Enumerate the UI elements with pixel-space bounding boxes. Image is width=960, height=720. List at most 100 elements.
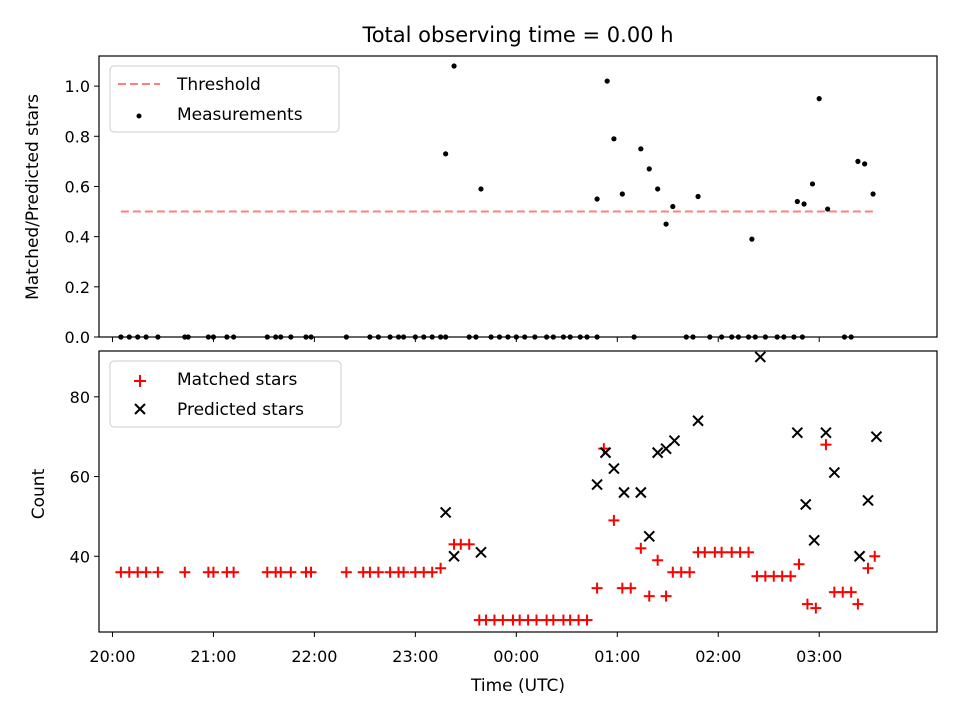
matched-stars-point: [660, 590, 672, 602]
predicted-stars-point: [820, 427, 832, 439]
matched-stars-point: [869, 550, 881, 562]
matched-stars-point: [285, 566, 297, 578]
matched-legend-label: Matched stars: [177, 370, 297, 390]
bottom-x-tick-label: 20:00: [89, 647, 135, 666]
predicted-stars-point: [599, 446, 612, 459]
predicted-stars-point: [475, 546, 487, 558]
matched-stars-point: [340, 566, 352, 578]
top-y-tick-label: 1.0: [65, 77, 90, 96]
measurement-point: [655, 186, 661, 192]
chart-title: Total observing time = 0.00 h: [361, 23, 673, 47]
bottom-x-tick-label: 01:00: [594, 647, 640, 666]
bottom-x-tick-label: 22:00: [291, 647, 337, 666]
measurement-point: [855, 158, 861, 164]
matched-stars-point: [785, 570, 797, 582]
predicted-legend-label: Predicted stars: [177, 400, 304, 420]
measurement-point: [870, 191, 876, 197]
bottom-x-tick-label: 02:00: [695, 647, 741, 666]
matched-stars-point: [625, 582, 637, 594]
matched-stars-point: [398, 566, 410, 578]
measurement-point: [619, 191, 625, 197]
measurement-point: [862, 161, 868, 167]
measurements-legend-label: Measurements: [177, 105, 303, 125]
measurement-point: [816, 96, 822, 102]
matched-stars-point: [643, 590, 655, 602]
top-legend-box: [109, 65, 340, 133]
top-x-ticks: [111, 337, 820, 342]
top-y-tick-label: 0.6: [65, 177, 90, 196]
bottom-panel: 40 60 80 20:00 21:00 22:00 23:00 00:00 01:00 02:…: [29, 350, 938, 696]
bottom-x-tick-label: 00:00: [493, 647, 539, 666]
bottom-legend-box: [109, 360, 342, 428]
matched-stars-point: [463, 538, 475, 550]
matched-stars-point: [699, 546, 711, 558]
x-axis-label: Time (UTC): [470, 676, 565, 696]
top-panel: 0.0 0.2 0.4 0.6 0.8 1.0 Matched/Predicted sta…: [23, 55, 938, 347]
predicted-legend-swatch: [134, 403, 146, 415]
measurement-point: [646, 166, 652, 172]
predicted-stars-point: [791, 427, 804, 439]
predicted-stars-point: [635, 486, 647, 499]
top-y-axis-label: Matched/Predicted stars: [23, 94, 43, 300]
bottom-x-tick-label: 23:00: [392, 647, 438, 666]
matched-stars-point: [845, 586, 857, 598]
top-y-ticks: 0.0 0.2 0.4 0.6 0.8 1.0: [65, 77, 99, 347]
predicted-stars-point: [808, 534, 820, 547]
predicted-stars-point: [439, 506, 452, 519]
measurement-point: [825, 206, 831, 212]
bottom-axes-frame: [98, 350, 938, 633]
matched-stars-point: [547, 614, 559, 626]
predicted-stars-point: [591, 478, 603, 491]
top-y-tick-label: 0.0: [65, 328, 90, 347]
top-y-tick-label: 0.2: [65, 278, 90, 297]
measurement-point: [604, 78, 610, 84]
measurement-point: [794, 198, 800, 205]
top-axes-frame: [98, 55, 938, 338]
matched-stars-point: [497, 614, 509, 626]
predicted-stars-point: [692, 415, 704, 427]
matched-stars-point: [608, 514, 620, 526]
matched-stars-point: [801, 598, 813, 610]
matched-stars-point: [652, 554, 664, 566]
matched-stars-point: [228, 566, 240, 578]
top-legend: Threshold Measurements: [109, 65, 340, 133]
predicted-stars-point: [828, 466, 841, 479]
top-y-tick-label: 0.8: [65, 127, 90, 146]
matched-stars-point: [820, 439, 832, 451]
measurement-point: [638, 146, 644, 152]
top-y-tick-label: 0.4: [65, 228, 90, 247]
matched-stars-point: [591, 582, 603, 594]
predicted-stars-point: [618, 486, 630, 499]
matched-stars-point: [743, 546, 755, 558]
measurement-point: [663, 221, 669, 227]
predicted-stars-point: [643, 530, 655, 543]
predicted-stars-point: [862, 494, 874, 507]
predicted-stars-point: [668, 434, 681, 447]
matched-stars-point: [179, 566, 191, 578]
predicted-stars-point: [448, 550, 460, 562]
matched-stars-point: [435, 562, 447, 574]
matched-stars-point: [716, 546, 728, 558]
matched-stars-point: [426, 566, 438, 578]
predicted-stars-point: [651, 446, 664, 459]
measurement-point: [478, 186, 484, 192]
bottom-plot-area: [115, 351, 883, 626]
bottom-legend: Matched stars Predicted stars: [109, 360, 342, 428]
matched-stars-point: [581, 614, 593, 626]
bottom-x-tick-label: 21:00: [190, 647, 236, 666]
bottom-y-ticks: 40 60 80: [70, 388, 99, 566]
matched-stars-point: [207, 566, 219, 578]
matched-stars-point: [684, 566, 696, 578]
matched-stars-point: [372, 566, 384, 578]
bottom-y-tick-label: 40: [70, 547, 90, 566]
measurement-point: [695, 193, 701, 200]
bottom-x-ticks: 20:00 21:00 22:00 23:00 00:00 01:00 02:00 03:00: [89, 632, 842, 666]
measurement-point: [670, 203, 676, 210]
predicted-stars-point: [853, 550, 866, 562]
bottom-y-tick-label: 60: [70, 468, 90, 487]
matched-stars-point: [140, 566, 152, 578]
predicted-stars-point: [870, 430, 883, 443]
matched-stars-point: [810, 602, 822, 614]
matched-stars-point: [531, 614, 543, 626]
